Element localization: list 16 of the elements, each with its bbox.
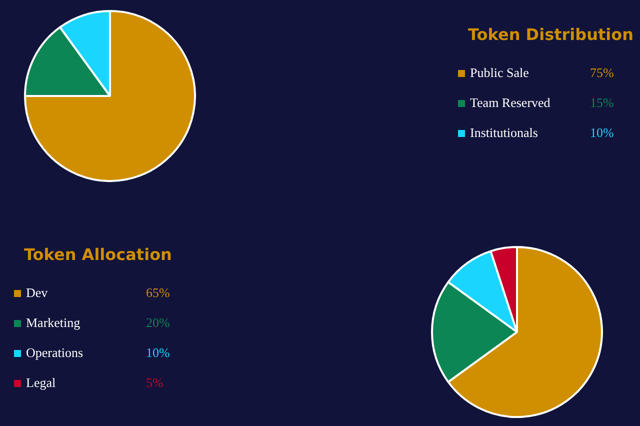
- legend-label: Dev: [26, 285, 49, 301]
- data-label: 5%: [146, 375, 164, 391]
- data-label: 15%: [590, 95, 614, 111]
- data-label: 10%: [590, 125, 614, 141]
- data-label: 10%: [146, 345, 170, 361]
- chart-title: Token Allocation: [24, 245, 173, 264]
- legend-label: Legal: [26, 375, 57, 391]
- data-label: 65%: [146, 285, 170, 301]
- data-label: 75%: [590, 65, 614, 81]
- legend-label: Institutionals: [470, 125, 539, 141]
- legend-label: Team Reserved: [470, 95, 552, 111]
- legend-label: Operations: [26, 345, 84, 361]
- legend-label: Marketing: [26, 315, 82, 331]
- data-label: 20%: [146, 315, 170, 331]
- legend-label: Public Sale: [470, 65, 530, 81]
- text: Token Distribution: [468, 25, 634, 44]
